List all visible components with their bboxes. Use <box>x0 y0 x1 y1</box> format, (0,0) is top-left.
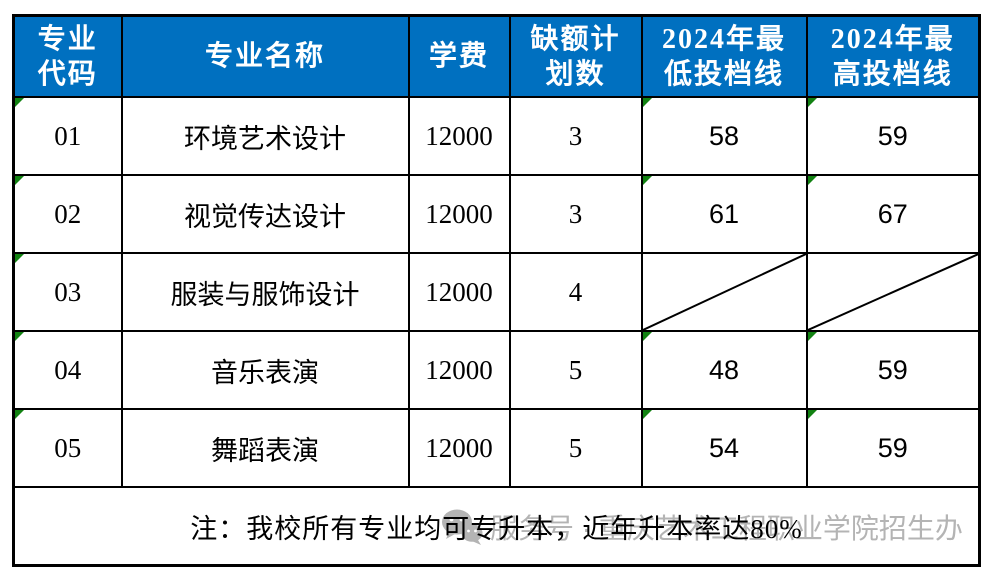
cell-flag-icon <box>807 410 817 419</box>
table-row: 04 音乐表演 12000 5 48 59 <box>12 330 981 410</box>
cell-flag-icon <box>807 332 817 341</box>
cell-flag-icon <box>642 98 652 107</box>
max-score: 59 <box>877 120 908 151</box>
cell-major-name: 音乐表演 <box>120 330 410 410</box>
diagonal-slash <box>643 254 806 330</box>
min-score: 61 <box>708 198 740 229</box>
cell-flag-icon <box>15 410 24 419</box>
cell-2024-min-empty <box>640 252 808 332</box>
header-tuition: 学费 <box>407 14 511 98</box>
admissions-table: 专业 代码 专业名称 学费 缺额计 划数 2024年最 低投档线 2024年最 … <box>12 14 981 567</box>
cell-2024-min: 58 <box>640 96 808 176</box>
header-2024-max: 2024年最 高投档线 <box>805 14 981 98</box>
cell-tuition: 12000 <box>407 252 511 332</box>
cell-2024-max: 59 <box>805 330 981 410</box>
table-row: 05 舞蹈表演 12000 5 54 59 <box>12 408 981 488</box>
note-row: 注：我校所有专业均可专升本，近年升本率达80% <box>12 486 981 567</box>
cell-major-code: 02 <box>12 174 123 254</box>
note-cell: 注：我校所有专业均可专升本，近年升本率达80% <box>12 486 981 567</box>
cell-major-code: 03 <box>12 252 123 332</box>
header-major-code: 专业 代码 <box>12 14 123 98</box>
cell-tuition: 12000 <box>407 408 511 488</box>
header-major-name: 专业名称 <box>120 14 410 98</box>
cell-major-name: 环境艺术设计 <box>120 96 410 176</box>
min-score: 48 <box>708 354 740 385</box>
cell-major-code: 01 <box>12 96 123 176</box>
cell-quota: 5 <box>508 408 643 488</box>
cell-quota: 3 <box>508 96 643 176</box>
cell-2024-max-empty <box>805 252 981 332</box>
major-code: 05 <box>54 432 82 463</box>
cell-flag-icon <box>807 98 817 107</box>
table-row: 02 视觉传达设计 12000 3 61 67 <box>12 174 981 254</box>
cell-2024-max: 67 <box>805 174 981 254</box>
cell-tuition: 12000 <box>407 174 511 254</box>
major-code: 04 <box>54 354 82 385</box>
cell-2024-min: 61 <box>640 174 808 254</box>
cell-major-name: 视觉传达设计 <box>120 174 410 254</box>
cell-flag-icon <box>807 176 817 185</box>
cell-major-code: 05 <box>12 408 123 488</box>
cell-quota: 4 <box>508 252 643 332</box>
table-row: 03 服装与服饰设计 12000 4 <box>12 252 981 332</box>
min-score: 58 <box>708 120 740 151</box>
cell-major-name: 服装与服饰设计 <box>120 252 410 332</box>
cell-flag-icon <box>642 332 652 341</box>
max-score: 67 <box>877 198 908 229</box>
cell-quota: 5 <box>508 330 643 410</box>
header-2024-min: 2024年最 低投档线 <box>640 14 808 98</box>
header-row: 专业 代码 专业名称 学费 缺额计 划数 2024年最 低投档线 2024年最 … <box>12 14 981 98</box>
min-score: 54 <box>708 432 740 463</box>
max-score: 59 <box>877 354 908 385</box>
major-code: 01 <box>54 120 82 151</box>
max-score: 59 <box>877 432 908 463</box>
cell-flag-icon <box>642 410 652 419</box>
cell-2024-max: 59 <box>805 408 981 488</box>
cell-2024-max: 59 <box>805 96 981 176</box>
cell-flag-icon <box>15 176 24 185</box>
cell-flag-icon <box>15 332 24 341</box>
cell-flag-icon <box>15 98 24 107</box>
cell-major-name: 舞蹈表演 <box>120 408 410 488</box>
major-code: 03 <box>54 276 82 307</box>
table-row: 01 环境艺术设计 12000 3 58 59 <box>12 96 981 176</box>
cell-flag-icon <box>15 254 24 263</box>
diagonal-slash <box>808 254 979 330</box>
cell-tuition: 12000 <box>407 96 511 176</box>
header-quota: 缺额计 划数 <box>508 14 643 98</box>
cell-2024-min: 54 <box>640 408 808 488</box>
cell-major-code: 04 <box>12 330 123 410</box>
cell-flag-icon <box>642 176 652 185</box>
cell-quota: 3 <box>508 174 643 254</box>
cell-tuition: 12000 <box>407 330 511 410</box>
major-code: 02 <box>54 198 82 229</box>
cell-2024-min: 48 <box>640 330 808 410</box>
